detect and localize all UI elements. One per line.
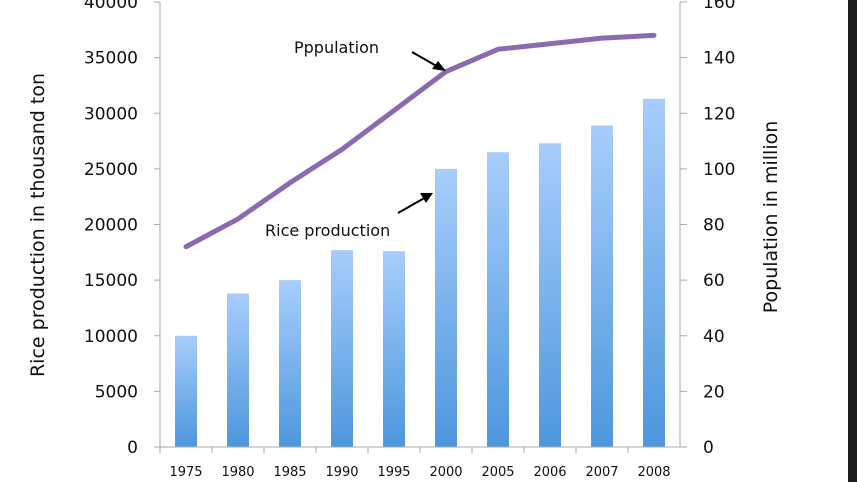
y-axis-label-left: Rice production in thousand ton [27,73,49,377]
y-tick-label-right: 120 [703,104,735,124]
x-tick-label-1975: 1975 [169,465,202,480]
bar-1985 [279,280,301,447]
bar-2008 [643,98,665,447]
x-tick-label-2007: 2007 [585,465,618,480]
x-tick-label-1980: 1980 [221,465,254,480]
x-tick-label-1995: 1995 [377,465,410,480]
x-tick-label-2000: 2000 [429,465,462,480]
bar-1980 [227,293,249,447]
y-tick-label-left: 40000 [84,0,138,13]
y-tick-label-left: 25000 [84,160,138,180]
x-tick-label-2005: 2005 [481,465,514,480]
annotation-population: Pppulation [294,38,379,57]
y-tick-label-right: 0 [703,438,714,458]
y-tick-label-left: 10000 [84,327,138,347]
y-tick-label-left: 35000 [84,49,138,69]
annotation-rice-production: Rice production [265,221,390,240]
y-tick-label-left: 15000 [84,271,138,291]
bar-1975 [175,335,197,447]
x-tick-label-2006: 2006 [533,465,566,480]
bar-1995 [383,251,405,447]
y-tick-label-right: 80 [703,216,725,236]
population-line [183,32,657,250]
y-tick-label-right: 40 [703,327,725,347]
y-tick-label-left: 30000 [84,104,138,124]
annotation-population-arrow [411,51,446,71]
x-tick-label-2008: 2008 [637,465,670,480]
bar-2005 [487,152,509,447]
y-tick-label-right: 160 [703,0,735,13]
y-tick-label-right: 100 [703,160,735,180]
bar-2006 [539,143,561,447]
bar-2007 [591,125,613,448]
y-axis-label-right: Population in million [760,121,782,314]
x-tick-label-1990: 1990 [325,465,358,480]
y-tick-label-right: 140 [703,49,735,69]
bar-2000 [435,168,457,447]
y-tick-label-right: 20 [703,382,725,402]
y-tick-label-right: 60 [703,271,725,291]
annotation-rice-arrow [397,193,433,214]
y-tick-label-left: 0 [127,438,138,458]
window-edge [848,0,857,482]
x-tick-label-1985: 1985 [273,465,306,480]
y-tick-label-left: 20000 [84,216,138,236]
y-tick-label-left: 5000 [95,382,138,402]
bar-1990 [331,250,353,447]
